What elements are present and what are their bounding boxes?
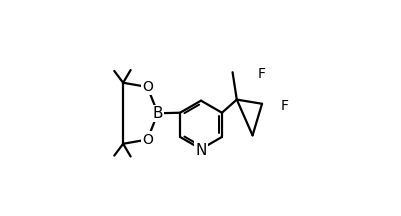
Text: O: O <box>142 80 152 94</box>
Text: F: F <box>279 99 288 113</box>
Text: N: N <box>195 143 206 158</box>
Text: B: B <box>152 106 163 121</box>
Text: F: F <box>257 67 265 81</box>
Text: O: O <box>142 133 152 147</box>
